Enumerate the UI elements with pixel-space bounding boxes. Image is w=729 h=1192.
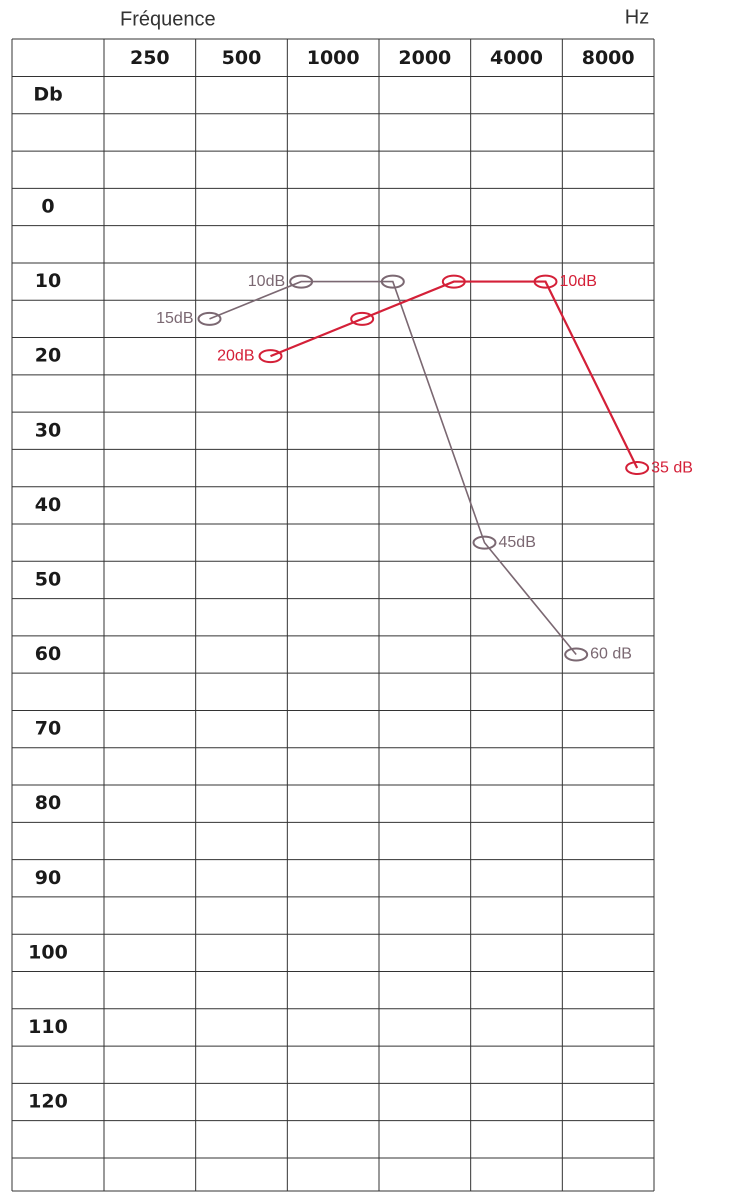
point-marker xyxy=(380,274,405,289)
x-tick-label: 8000 xyxy=(582,47,635,69)
unit-label: Hz xyxy=(625,6,649,28)
y-tick-label: 90 xyxy=(35,867,61,889)
value-label: 10dB xyxy=(248,273,285,290)
y-tick-label: 50 xyxy=(35,568,61,590)
series-line xyxy=(209,280,577,656)
y-tick-label: 0 xyxy=(41,196,54,218)
point-marker xyxy=(472,535,497,550)
value-label: 10dB xyxy=(560,273,597,290)
y-tick-label: 120 xyxy=(28,1091,68,1113)
point-marker xyxy=(564,647,589,662)
x-tick-label: 4000 xyxy=(490,47,543,69)
y-axis-label: Db xyxy=(33,84,62,106)
y-tick-label: 100 xyxy=(28,941,68,963)
value-label: 60 dB xyxy=(590,646,632,663)
point-marker xyxy=(289,274,314,289)
x-tick-label: 1000 xyxy=(307,47,360,69)
value-label: 20dB xyxy=(217,347,254,364)
value-label: 45dB xyxy=(499,534,536,551)
point-marker xyxy=(197,311,222,326)
y-tick-label: 40 xyxy=(35,494,61,516)
x-tick-label: 2000 xyxy=(398,47,451,69)
x-tick-label: 500 xyxy=(222,47,262,69)
y-tick-label: 60 xyxy=(35,643,61,665)
value-label: 35 dB xyxy=(651,459,693,476)
y-tick-label: 70 xyxy=(35,718,61,740)
series-line xyxy=(270,280,639,469)
y-tick-label: 110 xyxy=(28,1016,68,1038)
y-tick-label: 20 xyxy=(35,345,61,367)
value-label: 15dB xyxy=(156,310,193,327)
x-axis-label: Fréquence xyxy=(120,8,216,30)
x-tick-label: 250 xyxy=(130,47,170,69)
y-tick-label: 10 xyxy=(35,270,61,292)
point-marker xyxy=(625,461,650,476)
point-marker xyxy=(533,274,558,289)
y-tick-label: 30 xyxy=(35,419,61,441)
point-marker xyxy=(258,349,283,364)
y-tick-label: 80 xyxy=(35,792,61,814)
point-marker xyxy=(350,311,375,326)
point-marker xyxy=(441,274,466,289)
